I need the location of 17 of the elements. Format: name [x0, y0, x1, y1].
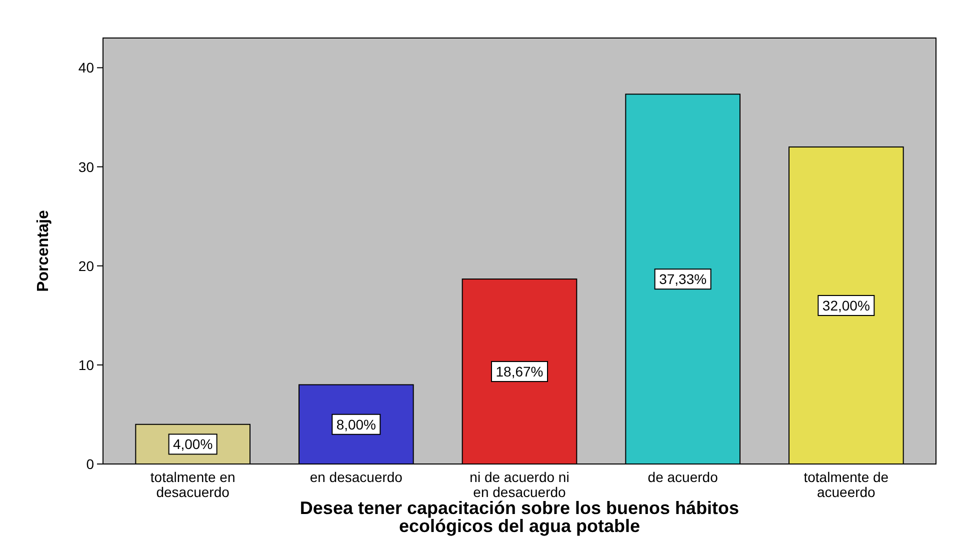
x-tick-label: ni de acuerdo ni en desacuerdo [470, 469, 570, 500]
x-tick-label: en desacuerdo [310, 469, 403, 485]
y-tick-label: 40 [78, 60, 94, 76]
data-label: 8,00% [336, 416, 376, 432]
y-tick-label: 10 [78, 356, 94, 373]
x-tick-label: de acuerdo [648, 469, 718, 485]
y-tick-label: 30 [78, 158, 94, 175]
x-tick-label: totalmente de acueerdo [804, 469, 889, 500]
y-tick-label: 0 [86, 456, 94, 472]
data-label: 4,00% [172, 436, 213, 452]
x-tick-label: totalmente en desacuerdo [150, 469, 236, 500]
y-axis-title: Porcentaje [35, 210, 52, 292]
x-axis-title: Desea tener capacitación sobre los buenos hábitos ecológicos del agua potable [300, 498, 740, 536]
data-label: 18,67% [496, 364, 544, 380]
data-label: 37,33% [659, 271, 707, 288]
y-tick-label: 20 [78, 258, 94, 274]
data-label: 32,00% [822, 297, 870, 314]
